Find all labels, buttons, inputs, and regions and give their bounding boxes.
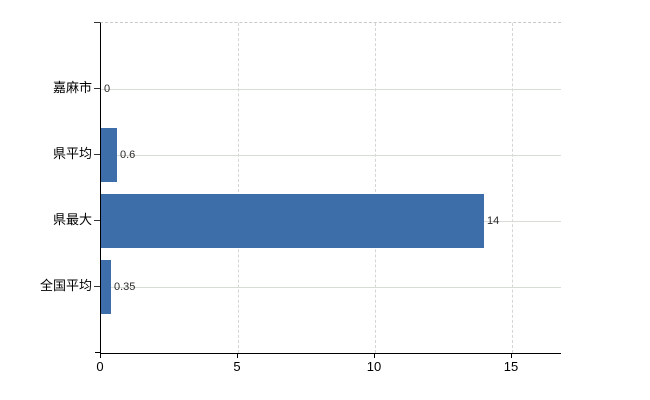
gridline-horizontal bbox=[101, 89, 561, 90]
bar bbox=[101, 194, 484, 248]
bar-value-label: 0.35 bbox=[114, 281, 136, 293]
gridline-vertical bbox=[238, 23, 239, 353]
x-axis-extension bbox=[95, 352, 100, 353]
x-tick-label: 0 bbox=[96, 359, 104, 374]
x-tick-label: 5 bbox=[233, 359, 241, 374]
category-label: 県平均 bbox=[52, 146, 92, 161]
gridline-horizontal bbox=[101, 287, 561, 288]
category-tick bbox=[94, 286, 100, 287]
gridline-vertical bbox=[512, 23, 513, 353]
x-tick-label: 10 bbox=[366, 359, 382, 374]
gridline-horizontal bbox=[101, 155, 561, 156]
category-label: 全国平均 bbox=[39, 278, 92, 293]
x-tick-label: 15 bbox=[503, 359, 519, 374]
x-axis-tick bbox=[511, 353, 512, 358]
y-axis-end-tick bbox=[94, 22, 100, 23]
y-axis-extension bbox=[100, 353, 101, 358]
bar-value-label: 0.6 bbox=[120, 149, 136, 161]
plot-area: 0 0.6 14 0.35 bbox=[100, 22, 561, 354]
category-tick bbox=[94, 154, 100, 155]
bar bbox=[101, 260, 111, 314]
x-axis-tick bbox=[237, 353, 238, 358]
category-label: 嘉麻市 bbox=[52, 80, 92, 95]
category-tick bbox=[94, 88, 100, 89]
bar-value-label: 14 bbox=[487, 215, 500, 227]
category-label: 県最大 bbox=[52, 212, 92, 227]
x-axis-tick bbox=[374, 353, 375, 358]
bar bbox=[101, 128, 117, 182]
bar-value-label: 0 bbox=[104, 83, 111, 95]
gridline-vertical bbox=[375, 23, 376, 353]
category-tick bbox=[94, 220, 100, 221]
